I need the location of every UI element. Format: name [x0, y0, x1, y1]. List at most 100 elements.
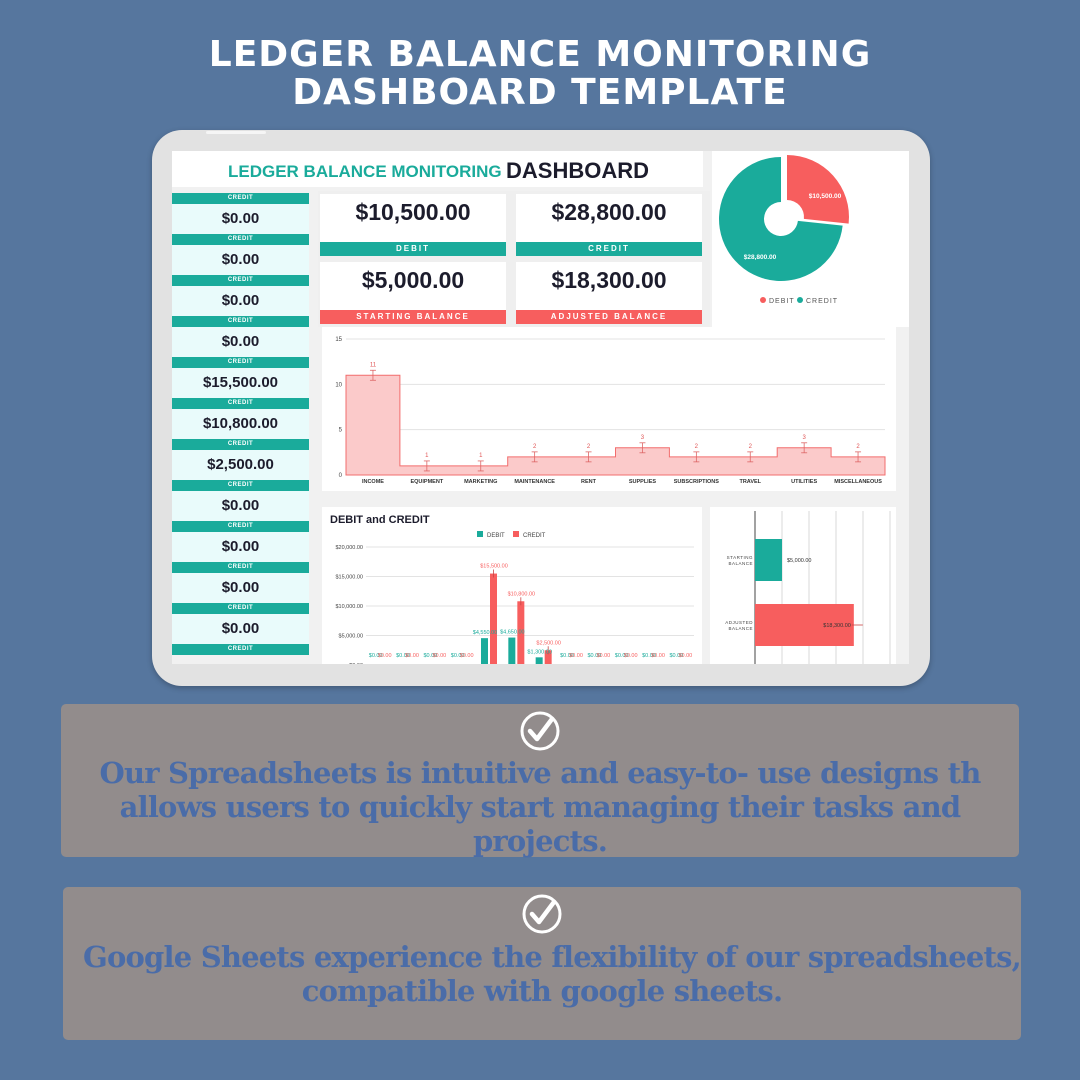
kpi-label: DEBIT: [320, 242, 506, 256]
bar-debit: [481, 638, 488, 664]
legend-label-credit: CREDIT: [523, 533, 546, 539]
area-series: [345, 374, 886, 476]
kpi-label: ADJUSTED BALANCE: [516, 310, 702, 324]
feature-text-line: compatible with google sheets.: [301, 974, 783, 1008]
data-label-credit: $0.00: [378, 653, 392, 659]
data-label: 2: [587, 444, 591, 450]
bar-credit: [490, 573, 497, 664]
dashboard-header: LEDGER BALANCE MONITORING DASHBOARD: [172, 151, 703, 187]
data-label: 2: [695, 444, 699, 450]
pie-chart: $10,500.00 $28,800.00 DEBIT CREDIT: [719, 155, 849, 305]
credit-item-value: $0.00: [172, 286, 309, 316]
feature-text: Google Sheets experience the flexibility…: [83, 940, 1022, 1008]
credit-item-value: $2,500.00: [172, 450, 309, 480]
credit-item-value: $0.00: [172, 327, 309, 357]
feature-text-line: Google Sheets experience the flexibility…: [83, 940, 1022, 974]
feature-text-line: Our Spreadsheets is intuitive and easy-t…: [99, 756, 982, 790]
data-label-debit: $0.00: [369, 653, 383, 659]
page-title-line-1: LEDGER BALANCE MONITORING: [208, 34, 872, 75]
data-label-credit: $15,500.00: [480, 564, 508, 570]
credit-item-label: CREDIT: [172, 234, 309, 245]
credit-item-label: CREDIT: [172, 562, 309, 573]
y-tick-label: 15: [335, 337, 342, 343]
x-tick-label: TRAVEL: [739, 479, 761, 485]
feature-text: Our Spreadsheets is intuitive and easy-t…: [81, 756, 999, 858]
check-circle-icon: [520, 711, 560, 751]
legend-marker-credit: [797, 297, 803, 303]
pie-chart-card: $10,500.00 $28,800.00 DEBIT CREDIT: [712, 151, 909, 327]
debit-credit-chart: $0.00 $5,000.00 $10,000.00 $15,000.00 $20,00…: [335, 531, 694, 664]
data-label: $5,000.00: [787, 558, 811, 564]
y-tick-label: $15,000.00: [335, 575, 363, 581]
category-label: BALANCE: [728, 561, 753, 566]
data-label-debit: $0.00: [560, 653, 574, 659]
x-tick-label: RENT: [581, 479, 597, 485]
page-title-line-2: DASHBOARD TEMPLATE: [292, 72, 788, 113]
bar-credit: [517, 601, 525, 664]
feature-box-spreadsheets: Our Spreadsheets is intuitive and easy-t…: [61, 704, 1019, 858]
debit-credit-chart-title: DEBIT and CREDIT: [330, 514, 430, 526]
bar-debit: [535, 657, 543, 664]
dashboard-title-teal: LEDGER BALANCE MONITORING: [228, 162, 502, 181]
legend-marker-debit: [477, 531, 483, 537]
credit-item-value: $0.00: [172, 573, 309, 603]
credit-item-value: $0.00: [172, 491, 309, 521]
feature-text-line: projects.: [472, 824, 608, 858]
data-label: 2: [749, 444, 753, 450]
data-label-debit: $0.00: [587, 653, 601, 659]
credit-item-label: CREDIT: [172, 644, 309, 655]
credit-item-value: $0.00: [172, 532, 309, 562]
kpi-label: CREDIT: [516, 242, 702, 256]
credit-item: CREDIT $0.00: [172, 234, 309, 275]
data-label: 2: [856, 444, 860, 450]
pie-label-credit: $28,800.00: [744, 254, 777, 261]
data-label-credit: $0.00: [432, 653, 446, 659]
credit-list: CREDIT $0.00 CREDIT $0.00 CREDIT $0.00 CREDIT $…: [172, 193, 309, 664]
data-label: 1: [425, 453, 429, 459]
data-label-debit: $0.00: [396, 653, 410, 659]
legend-marker-debit: [760, 297, 766, 303]
kpi-adjusted-balance: $18,300.00 ADJUSTED BALANCE: [516, 262, 702, 324]
credit-item-value: $15,500.00: [172, 368, 309, 398]
kpi-value: $5,000.00: [361, 267, 465, 293]
data-label: $18,300.00: [823, 623, 851, 629]
data-label: 3: [641, 435, 645, 441]
credit-item-label: CREDIT: [172, 398, 309, 409]
data-label-debit: $4,550.00: [473, 630, 497, 636]
credit-item: CREDIT $0.00: [172, 562, 309, 603]
data-label: 3: [802, 435, 806, 441]
dashboard-title-dark: DASHBOARD: [506, 158, 649, 183]
data-label-credit: $0.00: [596, 653, 610, 659]
data-label-credit: $0.00: [651, 653, 665, 659]
balance-bar: [755, 539, 782, 581]
dashboard-screen: LEDGER BALANCE MONITORING DASHBOARD CRED…: [172, 151, 909, 664]
data-label-credit: $0.00: [405, 653, 419, 659]
data-label-debit: $0.00: [642, 653, 656, 659]
credit-item: CREDIT $2,500.00: [172, 439, 309, 480]
y-tick-label: 0: [339, 473, 343, 479]
kpi-value: $10,500.00: [355, 199, 471, 225]
credit-item-label: CREDIT: [172, 480, 309, 491]
credit-item-label: CREDIT: [172, 603, 309, 614]
bar-credit: [544, 650, 552, 664]
kpi-starting-balance: $5,000.00 STARTING BALANCE: [320, 262, 506, 324]
pie-label-debit: $10,500.00: [809, 193, 842, 200]
credit-item: CREDIT $0.00: [172, 480, 309, 521]
credit-item-value: $10,800.00: [172, 409, 309, 439]
category-label: ADJUSTED: [725, 620, 753, 625]
x-tick-label: UTILITIES: [791, 479, 817, 485]
kpi-value: $28,800.00: [551, 199, 667, 225]
category-label: BALANCE: [728, 626, 753, 631]
credit-item-label: CREDIT: [172, 439, 309, 450]
data-label: 1: [479, 453, 483, 459]
check-circle-icon: [522, 894, 562, 934]
credit-item-value: $0.00: [172, 204, 309, 234]
data-label: 2: [533, 444, 537, 450]
legend-marker-credit: [513, 531, 519, 537]
balance-bar: [755, 604, 854, 646]
credit-item-label: CREDIT: [172, 357, 309, 368]
data-label-debit: $0.00: [669, 653, 683, 659]
credit-item: CREDIT $10,800.00: [172, 398, 309, 439]
tablet-camera: [206, 131, 266, 134]
